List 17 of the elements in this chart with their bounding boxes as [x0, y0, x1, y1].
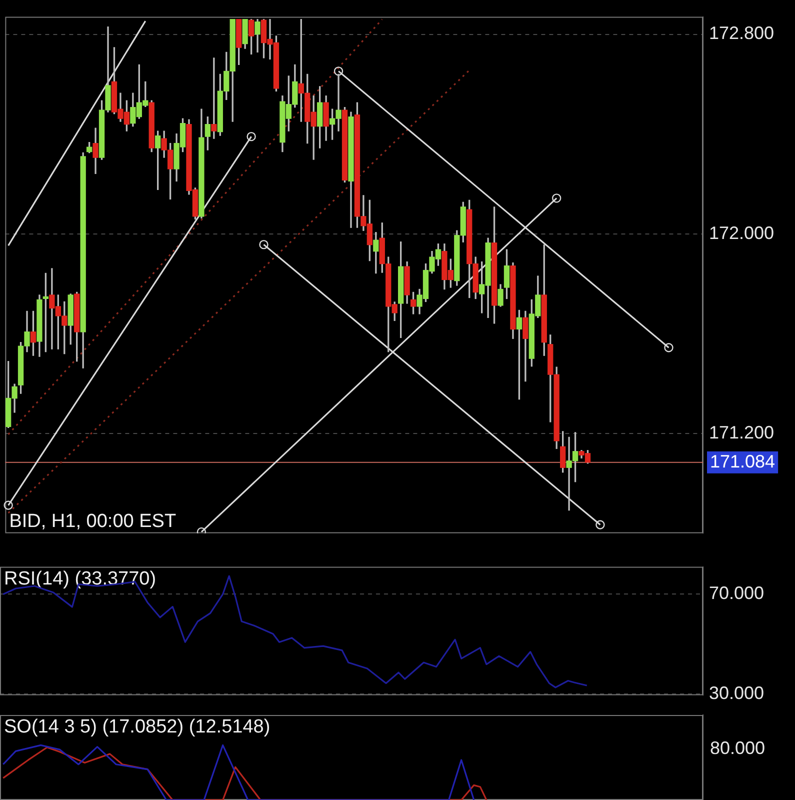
point: [596, 520, 605, 530]
point: [4, 500, 13, 510]
text: BID, H1, 00:00 EST: [9, 510, 176, 532]
point: [334, 66, 344, 76]
y-tick-label: 30.000: [709, 682, 764, 703]
point: [246, 132, 256, 142]
point: [552, 194, 562, 203]
point: [664, 342, 674, 352]
chart-title: RSI(14) (33.3770): [4, 568, 156, 590]
ref-line-label: 171.084: [710, 451, 776, 472]
y-tick-label: 70.000: [709, 583, 764, 604]
text: 80.000: [710, 738, 766, 758]
chart-title: SO(14 3 5) (17.0852) (12.5148): [4, 716, 270, 738]
y-tick-label: 171.200: [709, 422, 774, 442]
y-tick-label: 172.000: [709, 222, 774, 243]
point: [259, 240, 268, 250]
y-tick-label: 172.800: [709, 23, 774, 44]
